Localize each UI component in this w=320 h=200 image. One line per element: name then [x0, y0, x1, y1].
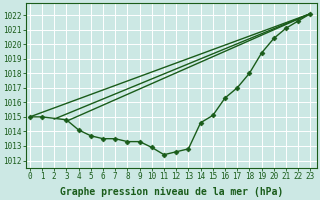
X-axis label: Graphe pression niveau de la mer (hPa): Graphe pression niveau de la mer (hPa) [60, 186, 283, 197]
